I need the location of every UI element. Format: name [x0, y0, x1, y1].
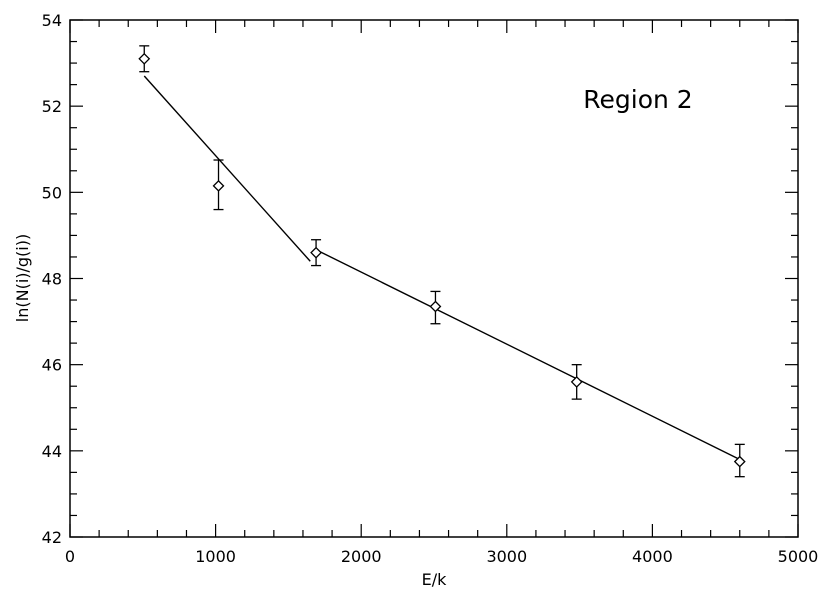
data-point-marker — [138, 52, 151, 65]
tick-labels: 0 1000 2000 3000 4000 5000 42 44 46 48 50 52 54 — [42, 11, 819, 566]
fit-lines — [143, 75, 741, 461]
y-axis-title: ln(N(i)/g(i)) — [13, 234, 32, 322]
y-tick-label: 46 — [42, 356, 62, 375]
y-tick-label: 54 — [42, 11, 62, 30]
y-tick-label: 48 — [42, 270, 62, 289]
x-tick-label: 4000 — [632, 547, 673, 566]
data-point-marker — [310, 246, 322, 259]
x-tick-label: 1000 — [195, 547, 236, 566]
x-tick-label: 3000 — [486, 547, 527, 566]
fit-line — [143, 75, 311, 262]
fit-line — [317, 249, 741, 461]
y-tick-label: 52 — [42, 97, 62, 116]
data-markers — [138, 52, 746, 468]
region-annotation: Region 2 — [583, 85, 692, 114]
data-point-marker — [733, 455, 746, 468]
x-tick-label: 0 — [65, 547, 75, 566]
y-tick-label: 50 — [42, 183, 62, 202]
data-point-marker — [570, 375, 583, 388]
data-point-marker — [429, 300, 442, 313]
y-tick-label: 44 — [42, 442, 62, 461]
x-tick-label: 5000 — [778, 547, 819, 566]
y-tick-label: 42 — [42, 528, 62, 547]
x-tick-label: 2000 — [341, 547, 382, 566]
data-point-marker — [212, 179, 225, 192]
x-axis-title: E/k — [422, 570, 448, 589]
axis-ticks — [69, 19, 799, 538]
